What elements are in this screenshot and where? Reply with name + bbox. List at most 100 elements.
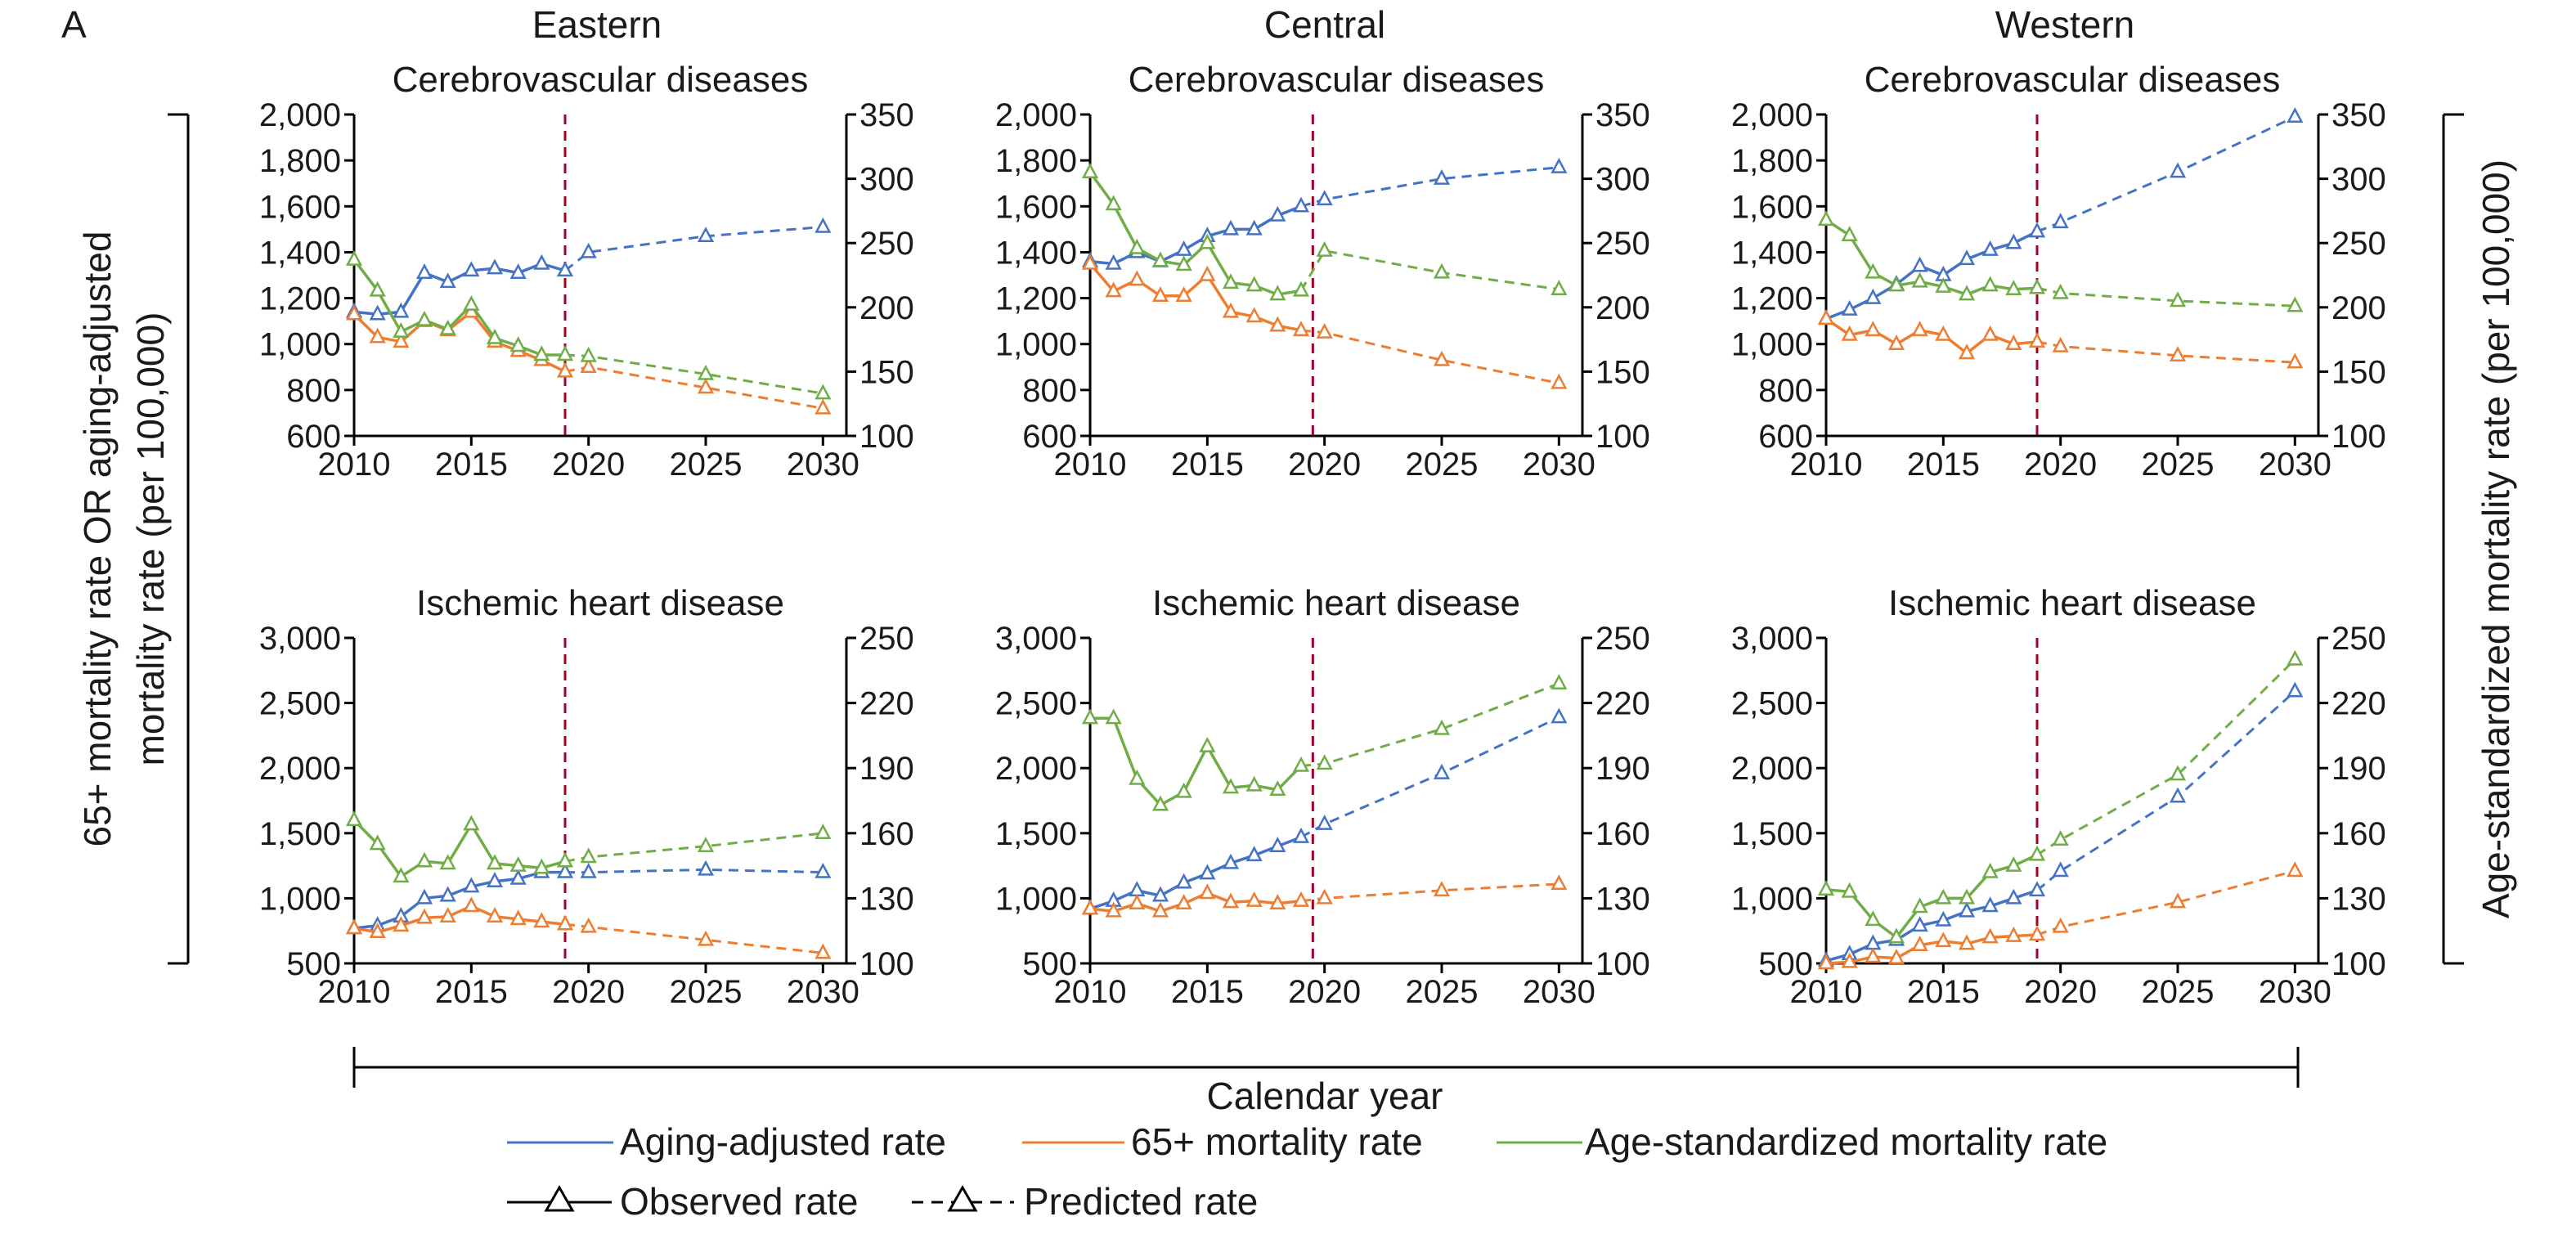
data-point-predicted [1551,280,1568,296]
x-tick-label: 2025 [1406,447,1479,483]
data-point-observed [2005,280,2022,296]
y-right-tick-label: 150 [859,354,914,390]
data-point-observed [1269,837,1286,852]
data-point-observed [393,322,410,338]
series-observed-line [1089,204,1302,266]
series-observed-line [1089,891,1302,914]
panel-title: Cerebrovascular diseases [1129,60,1545,100]
data-point-observed [1865,910,1882,927]
data-point-predicted [2287,649,2304,666]
y-left-tick-label: 1,400 [1731,235,1813,271]
series-observed-line [1825,218,2038,296]
data-point-observed [1129,270,1146,286]
data-point-observed [1865,263,1882,279]
data-point-observed [393,332,410,348]
data-point-observed [1129,881,1146,897]
data-point-predicted [697,930,715,946]
left-axis-bracket [168,113,190,965]
data-point-observed [1245,219,1263,236]
data-point-observed [1817,309,1835,325]
data-point-predicted [2287,352,2304,369]
data-point-observed [369,281,386,297]
data-point-observed [415,310,433,326]
data-point-observed [1887,948,1905,964]
y-right-tick-label: 100 [859,946,914,982]
data-point-observed [1981,276,1999,292]
data-point-predicted [1316,323,1333,339]
data-point-observed [1817,210,1835,227]
legend-observed-marker [544,1184,575,1212]
series-observed-line [352,258,565,357]
x-tick-label: 2025 [2142,447,2215,483]
series-predicted-line [1300,166,1560,208]
x-tick-label: 2030 [2259,447,2331,483]
panel-title: Cerebrovascular diseases [1865,60,2281,100]
series-observed-line [1825,853,2038,940]
data-point-observed [1081,163,1099,178]
data-point-predicted [815,862,832,878]
y-left-tick-label: 1,000 [995,881,1077,917]
x-tick-label: 2020 [2024,447,2097,483]
data-point-observed [1841,226,1858,242]
y-left-tick-label: 600 [1022,419,1077,455]
data-point-predicted [697,378,715,394]
data-point-predicted [1433,719,1451,735]
data-point-observed [1199,737,1216,752]
y-right-tick-label: 250 [859,621,914,657]
y-left-tick-label: 1,800 [1731,143,1813,179]
y-left-tick-label: 600 [286,419,341,455]
data-point-observed [1245,276,1263,292]
data-point-observed [1129,894,1146,910]
data-point-observed [1245,775,1263,792]
data-point-observed [369,834,386,851]
y-left-tick-label: 3,000 [995,621,1077,657]
y-right-tick-label: 130 [2331,881,2386,917]
data-point-observed [1105,254,1122,270]
y-right-tick-label: 160 [859,816,914,852]
series-predicted-line [564,923,824,954]
data-point-predicted [2052,917,2069,933]
y-left-tick-label: 600 [1758,419,1813,455]
data-point-observed [509,263,527,279]
data-point-predicted [1316,754,1333,770]
legend: Aging-adjusted rate 65+ mortality rate A… [507,1120,2107,1223]
y-left-tick-label: 2,000 [259,751,341,787]
series-predicted-line [1300,882,1560,903]
data-point-observed [1151,251,1169,267]
series-observed-line [352,819,566,879]
data-point-predicted [1551,157,1568,173]
data-point-observed [1269,894,1286,910]
data-point-observed [393,867,410,883]
data-point-observed [1841,952,1858,968]
y-left-tick-label: 1,200 [1731,281,1813,317]
data-point-observed [533,254,550,270]
data-point-observed [1175,240,1192,256]
data-point-predicted [697,227,715,243]
data-point-observed [1841,882,1858,898]
series-observed-line [353,870,565,930]
data-point-observed [1081,708,1099,725]
y-right-tick-label: 130 [859,881,914,917]
data-point-predicted [815,943,832,959]
x-tick-label: 2025 [1406,974,1479,1010]
y-left-tick-label: 2,500 [259,686,341,722]
x-tick-label: 2025 [2142,974,2215,1010]
panel-eastern-cerebrovascular: Cerebrovascular diseases 600 800 1,000 1,200… [259,60,914,483]
data-point-observed [1817,954,1835,970]
data-point-observed [345,810,363,827]
data-point-predicted [1433,881,1451,897]
panel-eastern-ischemic: Ischemic heart disease 500 1,000 1,500 2,000… [259,583,914,1010]
data-point-observed [463,815,480,831]
y-left-tick-label: 1,500 [995,816,1077,852]
data-point-observed [345,249,363,266]
data-point-observed [369,304,386,321]
data-point-predicted [815,217,832,233]
y-left-tick-label: 800 [1758,373,1813,409]
data-point-observed [533,912,550,928]
series-observed-line [1088,263,1302,332]
data-point-predicted [580,917,597,933]
data-point-observed [463,896,480,913]
y-left-tick-label: 500 [1022,946,1077,982]
y-right-tick-label: 200 [1595,290,1650,326]
y-left-tick-label: 3,000 [259,621,341,657]
